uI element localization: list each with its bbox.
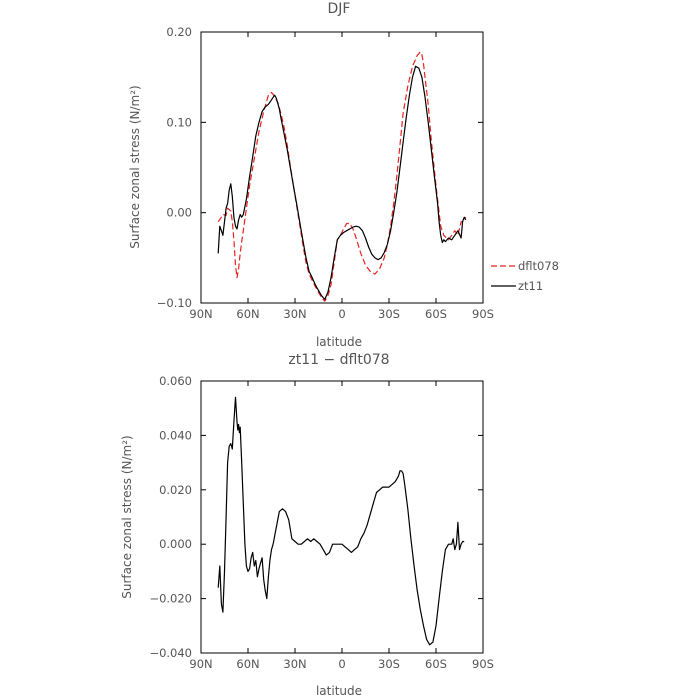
legend: dflt078 zt11: [491, 259, 559, 293]
bottom-panel-y-axis-label: Surface zonal stress (N/m²): [120, 435, 134, 599]
legend-label-dflt078: dflt078: [518, 259, 559, 273]
bottom-panel-series: [217, 396, 465, 646]
bottom-panel-x-tick-label-60n: 60N: [236, 657, 259, 671]
bottom-panel-y-tick-label-0-040: 0.040: [159, 428, 192, 442]
legend-label-zt11: zt11: [518, 279, 543, 293]
bottom-panel-x-tick-label-30s: 30S: [378, 657, 400, 671]
top-panel-series-line-dflt078: [217, 51, 467, 302]
bottom-panel-x-tick-label-60s: 60S: [425, 657, 447, 671]
top-panel-series-line-zt11: [217, 65, 467, 300]
top-panel-x-tick-label-90n: 90N: [189, 307, 212, 321]
top-panel-y-tick-label-0-10: 0.10: [166, 115, 192, 129]
top-panel-x-tick-label-90s: 90S: [472, 307, 494, 321]
top-panel-series: [217, 51, 467, 302]
top-panel-x-tick-label-30n: 30N: [283, 307, 306, 321]
bottom-panel-y-tick-label-0-000: 0.000: [159, 537, 192, 551]
bottom-panel-x-tick-label-90s: 90S: [472, 657, 494, 671]
top-panel-y-tick-label-0-20: 0.20: [166, 25, 192, 39]
top-panel-frame: [200, 31, 484, 304]
top-panel-y-tick-label-0-10: −0.10: [157, 296, 192, 310]
bottom-panel-series-line-series-0: [217, 396, 465, 646]
top-panel-x-axis-label: latitude: [316, 335, 362, 349]
bottom-panel-title: zt11 − dflt078: [288, 352, 389, 368]
bottom-panel-y-tick-label-0-040: −0.040: [149, 646, 192, 660]
top-panel-title: DJF: [328, 1, 351, 17]
top-panel-x-tick-label-0: 0: [338, 307, 345, 321]
bottom-panel-x-tick-label-0: 0: [338, 657, 345, 671]
bottom-panel-y-tick-label-0-060: 0.060: [159, 374, 192, 388]
top-panel: DJF latitude Surface zonal stress (N/m²)…: [128, 1, 559, 349]
top-panel-y-axis-label: Surface zonal stress (N/m²): [128, 85, 142, 249]
top-panel-ticks: 90N 60N 30N 0 30S 60S 90S 0.20 0.10 0.00 −0.10: [157, 25, 494, 321]
top-panel-x-tick-label-60s: 60S: [425, 307, 447, 321]
bottom-panel-y-tick-label-0-020: 0.020: [159, 483, 192, 497]
top-panel-x-tick-label-30s: 30S: [378, 307, 400, 321]
bottom-panel-ticks: 90N 60N 30N 0 30S 60S 90S 0.060 0.040 0.020 0.000 −…: [149, 374, 494, 671]
bottom-panel-x-axis-label: latitude: [316, 684, 362, 698]
top-panel-x-tick-label-60n: 60N: [236, 307, 259, 321]
bottom-panel-y-tick-label-0-020: −0.020: [149, 592, 192, 606]
bottom-panel: zt11 − dflt078 latitude Surface zonal st…: [120, 352, 494, 698]
top-panel-y-tick-label-0-00: 0.00: [166, 206, 192, 220]
bottom-panel-x-tick-label-90n: 90N: [189, 657, 212, 671]
bottom-panel-x-tick-label-30n: 30N: [283, 657, 306, 671]
